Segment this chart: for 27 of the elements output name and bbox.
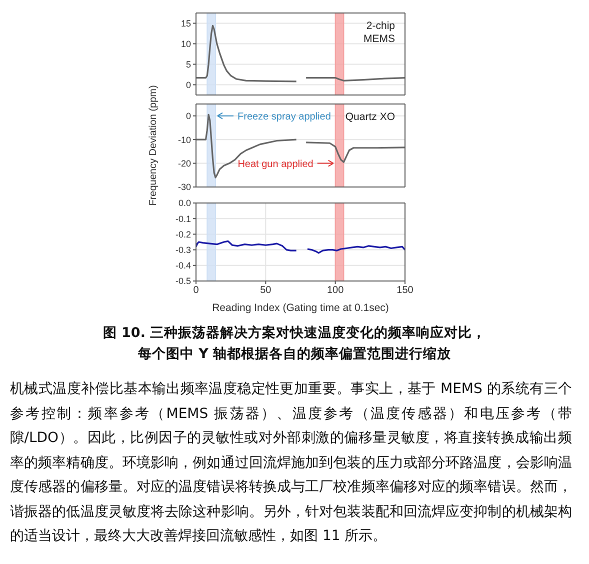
x-tick-label: 100 — [326, 285, 344, 296]
y-tick-label: 15 — [180, 18, 191, 28]
y-tick-label: 10 — [180, 38, 191, 49]
x-tick-label: 150 — [396, 285, 414, 296]
y-tick-label: 0 — [186, 111, 191, 122]
x-tick-label: 50 — [260, 285, 272, 296]
y-tick-label: -10 — [178, 134, 191, 145]
y-tick-label: 5 — [186, 59, 191, 70]
x-axis-title: Reading Index (Gating time at 0.1sec) — [212, 302, 389, 314]
annotation: Freeze spray applied — [238, 111, 331, 122]
y-tick-label: -0.3 — [175, 244, 191, 255]
y-tick-label: -20 — [178, 158, 191, 168]
y-tick-label: -30 — [178, 182, 191, 192]
y-tick-label: -0.4 — [175, 260, 191, 271]
text: 机械式温度补偿比基本输出频率温度稳定性更加重要。事实上，基于 MEMS 的系统有三个参考控制：频率参考（MEMS 振荡器）、温度参考（温度传感器）和电压参考（带隙/LDO）。因此，比例因子的灵敏性或对外部刺激的偏移量灵敏度，将直接转换成输出频率的频率精确度。环境影响，例如通过回流焊施加到包装的压力或部分环路温度，会影响温度传感器的偏移量。对应的温度错误将转换成与工厂校准频率偏移对应的频率错误。然而，谐振器的低温度灵敏度将去除这种影响。另外，针对包装装配和回流焊应变抑制的机械架构的适当设计，最终大大改善焊接回流敏感性，如图 11 所示。 — [10, 380, 572, 546]
y-tick-label: 0 — [186, 80, 191, 90]
y-tick-label: -0.1 — [175, 214, 191, 224]
y-tick-label: 0.0 — [178, 198, 191, 208]
y-axis-title: Frequency Deviation (ppm) — [148, 85, 159, 206]
text: 每个图中 Y 轴都根据各自的频率偏置范围进行缩放 — [136, 345, 452, 364]
y-tick-label: -0.2 — [175, 229, 191, 240]
x-tick-label: 0 — [193, 285, 200, 296]
y-tick-label: -0.5 — [175, 276, 191, 286]
annotation: Quartz XO — [345, 111, 395, 123]
annotation: Heat gun applied — [238, 158, 314, 170]
text: 图 10. 三种振荡器解决方案对快速温度变化的频率响应对比， — [102, 324, 488, 343]
annotation: 2-chip MEMS — [364, 20, 396, 45]
